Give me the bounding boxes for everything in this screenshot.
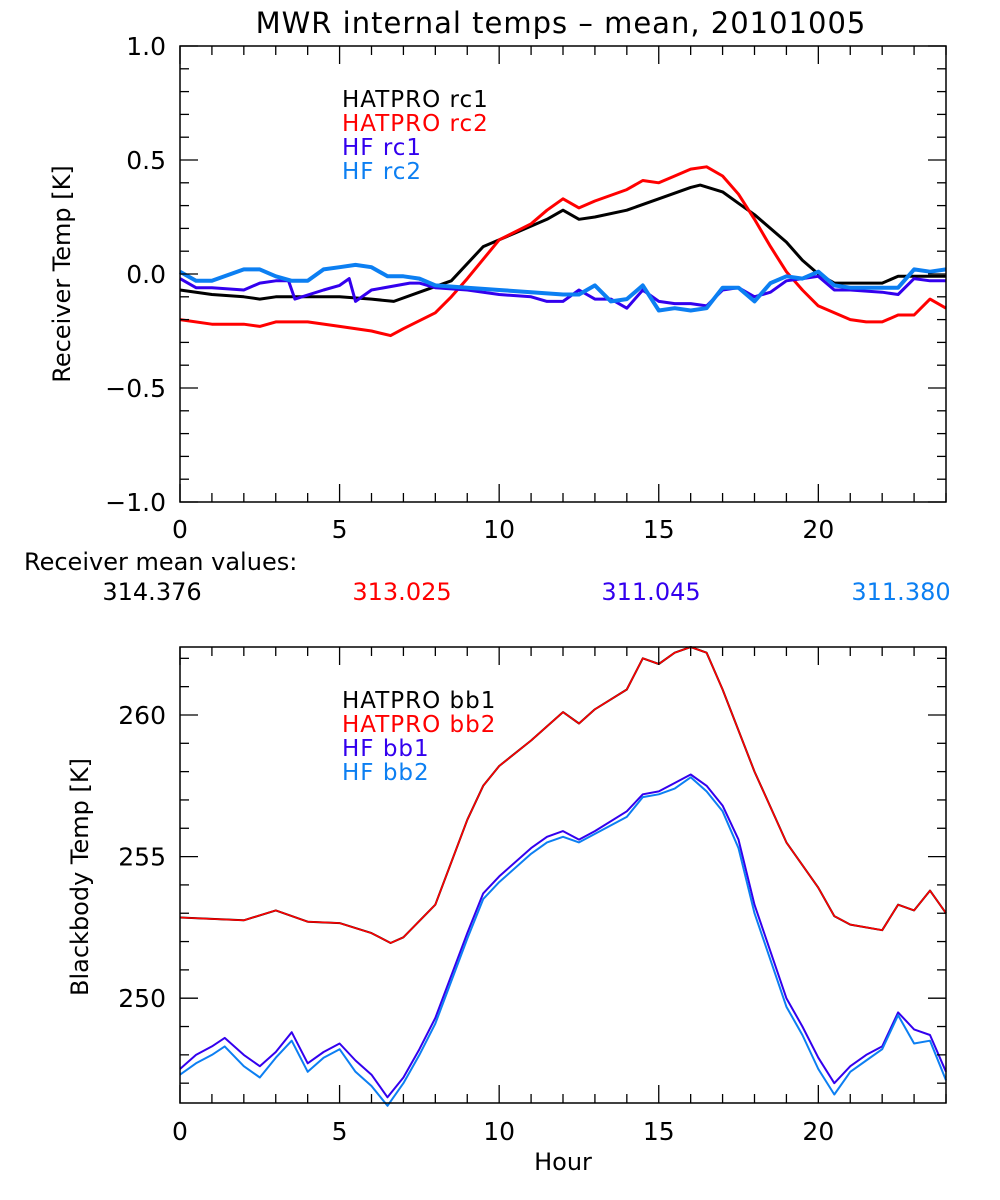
blackbody-x-tick-label: 0 xyxy=(172,1117,188,1146)
blackbody-y-axis-title: Blackbody Temp [K] xyxy=(66,758,94,996)
blackbody-x-tick-label: 15 xyxy=(643,1117,675,1146)
receiver-y-axis-title: Receiver Temp [K] xyxy=(48,165,76,383)
blackbody-y-tick-label: 255 xyxy=(118,843,166,872)
mean-value-hatpro-rc1: 314.376 xyxy=(102,578,201,606)
blackbody-plot-frame xyxy=(179,646,947,1104)
blackbody-legend: HATPRO bb1 HATPRO bb2 HF bb1 HF bb2 xyxy=(342,688,496,786)
legend-hf-bb1: HF bb1 xyxy=(342,736,430,762)
legend-hatpro-bb2: HATPRO bb2 xyxy=(342,712,496,738)
receiver-x-tick-label: 0 xyxy=(172,515,188,544)
means-label: Receiver mean values: xyxy=(24,548,297,576)
receiver-series-group xyxy=(179,165,947,338)
legend-hf-rc1: HF rc1 xyxy=(342,135,422,161)
receiver-x-tick-label: 20 xyxy=(802,515,834,544)
blackbody-axes: 0 5 10 15 20 250 255 260 xyxy=(118,646,947,1146)
legend-hf-bb2: HF bb2 xyxy=(342,760,430,786)
receiver-x-tick-label: 10 xyxy=(483,515,515,544)
receiver-y-tick-label: −1.0 xyxy=(105,488,166,517)
blackbody-y-tick-label: 260 xyxy=(118,701,166,730)
receiver-axes: 0 5 10 15 20 −1.0 −0.5 0.0 0.5 1.0 xyxy=(105,32,947,544)
blackbody-y-tick-label: 250 xyxy=(118,984,166,1013)
blackbody-series-hatpro-bb1 xyxy=(179,646,947,944)
receiver-y-tick-label: 1.0 xyxy=(126,32,166,61)
blackbody-x-tick-label: 10 xyxy=(483,1117,515,1146)
blackbody-temp-panel: 0 5 10 15 20 250 255 260 Blackbody Temp [K] Hou… xyxy=(66,646,947,1176)
chart-title: MWR internal temps – mean, 20101005 xyxy=(256,6,867,40)
mean-value-hf-rc2: 311.380 xyxy=(851,578,950,606)
receiver-mean-values: Receiver mean values: 314.376 313.025 31… xyxy=(24,548,951,606)
receiver-y-tick-label: 0.5 xyxy=(126,146,166,175)
receiver-series-hatpro-rc1 xyxy=(179,183,946,303)
receiver-temp-panel: 0 5 10 15 20 −1.0 −0.5 0.0 0.5 1.0 Receiver Temp … xyxy=(48,32,947,544)
x-axis-title: Hour xyxy=(534,1148,592,1176)
legend-hatpro-rc2: HATPRO rc2 xyxy=(342,111,489,137)
legend-hatpro-rc1: HATPRO rc1 xyxy=(342,87,489,113)
blackbody-series-group xyxy=(179,646,947,1107)
blackbody-x-tick-label: 20 xyxy=(802,1117,834,1146)
legend-hf-rc2: HF rc2 xyxy=(342,159,422,185)
receiver-legend: HATPRO rc1 HATPRO rc2 HF rc1 HF rc2 xyxy=(342,87,489,185)
legend-hatpro-bb1: HATPRO bb1 xyxy=(342,688,496,714)
receiver-y-tick-label: 0.0 xyxy=(126,260,166,289)
blackbody-series-hatpro-bb2 xyxy=(179,646,947,944)
blackbody-series-hf-bb1 xyxy=(179,773,947,1099)
receiver-series-hf-rc1 xyxy=(179,274,946,310)
mean-value-hf-rc1: 311.045 xyxy=(601,578,700,606)
receiver-series-hf-rc2 xyxy=(179,262,947,313)
receiver-y-tick-label: −0.5 xyxy=(105,374,166,403)
receiver-plot-frame xyxy=(179,45,947,503)
receiver-series-hatpro-rc2 xyxy=(179,165,947,338)
blackbody-series-hf-bb2 xyxy=(179,776,947,1107)
blackbody-x-tick-label: 5 xyxy=(332,1117,348,1146)
receiver-x-tick-label: 5 xyxy=(332,515,348,544)
receiver-x-tick-label: 15 xyxy=(643,515,675,544)
mean-value-hatpro-rc2: 313.025 xyxy=(352,578,451,606)
